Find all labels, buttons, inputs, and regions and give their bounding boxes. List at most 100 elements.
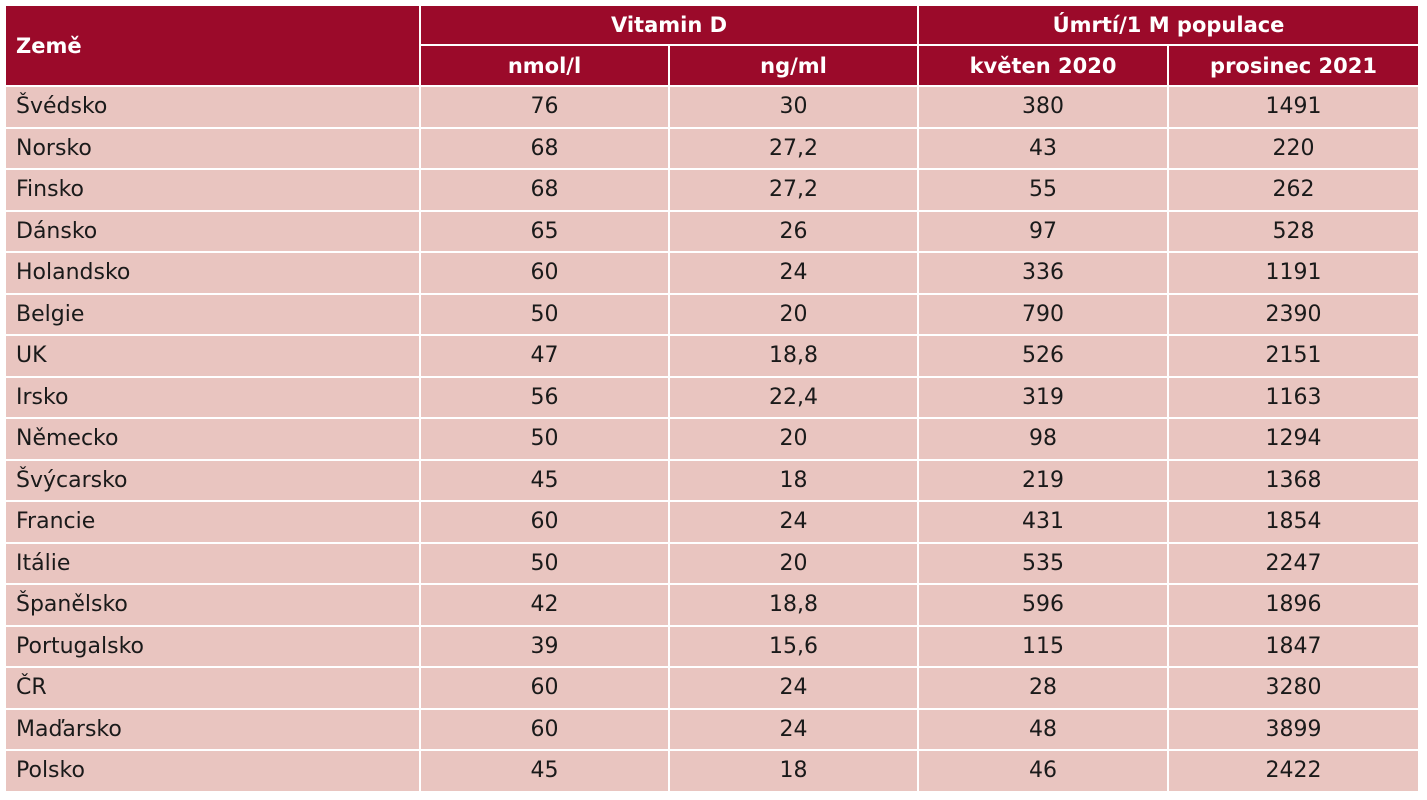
cell-ngml: 24: [667, 666, 920, 710]
cell-dec-2021: 3899: [1167, 707, 1419, 751]
cell-may-2020: 46: [917, 749, 1170, 791]
cell-may-2020: 98: [917, 417, 1170, 461]
cell-ngml: 18: [667, 749, 920, 791]
cell-ngml: 24: [667, 251, 920, 295]
table-row: Francie 60 24 431 1854: [6, 500, 1419, 544]
cell-may-2020: 97: [917, 209, 1170, 253]
cell-country: Holandsko: [6, 251, 421, 295]
cell-dec-2021: 1896: [1167, 583, 1419, 627]
cell-dec-2021: 1491: [1167, 85, 1419, 129]
cell-nmol: 68: [419, 168, 670, 212]
cell-nmol: 60: [419, 666, 670, 710]
cell-may-2020: 790: [917, 292, 1170, 336]
cell-dec-2021: 2151: [1167, 334, 1419, 378]
cell-dec-2021: 220: [1167, 126, 1419, 170]
cell-may-2020: 43: [917, 126, 1170, 170]
cell-nmol: 45: [419, 749, 670, 791]
cell-dec-2021: 1191: [1167, 251, 1419, 295]
table-row: Polsko 45 18 46 2422: [6, 749, 1419, 791]
table-row: ČR 60 24 28 3280: [6, 666, 1419, 710]
cell-nmol: 60: [419, 251, 670, 295]
cell-country: Belgie: [6, 292, 421, 336]
table-row: Španělsko 42 18,8 596 1896: [6, 583, 1419, 627]
cell-dec-2021: 1368: [1167, 458, 1419, 502]
cell-nmol: 47: [419, 334, 670, 378]
cell-may-2020: 526: [917, 334, 1170, 378]
cell-ngml: 18,8: [667, 583, 920, 627]
table-body: Švédsko 76 30 380 1491 Norsko 68 27,2 43 220 Finsk…: [6, 85, 1419, 791]
cell-nmol: 50: [419, 292, 670, 336]
cell-ngml: 20: [667, 292, 920, 336]
table-row: Maďarsko 60 24 48 3899: [6, 707, 1419, 751]
cell-nmol: 45: [419, 458, 670, 502]
header-dec-2021: prosinec 2021: [1167, 44, 1419, 87]
cell-nmol: 60: [419, 500, 670, 544]
cell-nmol: 50: [419, 417, 670, 461]
cell-ngml: 18: [667, 458, 920, 502]
cell-nmol: 42: [419, 583, 670, 627]
cell-dec-2021: 2247: [1167, 541, 1419, 585]
table-row: Finsko 68 27,2 55 262: [6, 168, 1419, 212]
cell-nmol: 65: [419, 209, 670, 253]
cell-dec-2021: 1294: [1167, 417, 1419, 461]
cell-may-2020: 380: [917, 85, 1170, 129]
table-header: Země Vitamin D Úmrtí/1 M populace nmol/l…: [6, 6, 1419, 87]
cell-nmol: 50: [419, 541, 670, 585]
vitamin-d-mortality-table: Země Vitamin D Úmrtí/1 M populace nmol/l…: [6, 6, 1419, 791]
cell-nmol: 60: [419, 707, 670, 751]
cell-dec-2021: 2422: [1167, 749, 1419, 791]
cell-ngml: 26: [667, 209, 920, 253]
cell-dec-2021: 1847: [1167, 624, 1419, 668]
cell-ngml: 20: [667, 417, 920, 461]
cell-ngml: 20: [667, 541, 920, 585]
header-may-2020: květen 2020: [917, 44, 1170, 87]
cell-ngml: 18,8: [667, 334, 920, 378]
cell-may-2020: 219: [917, 458, 1170, 502]
cell-country: Dánsko: [6, 209, 421, 253]
cell-country: Itálie: [6, 541, 421, 585]
cell-dec-2021: 262: [1167, 168, 1419, 212]
header-deaths-per-million: Úmrtí/1 M populace: [917, 6, 1419, 46]
cell-country: Irsko: [6, 375, 421, 419]
cell-may-2020: 319: [917, 375, 1170, 419]
cell-may-2020: 336: [917, 251, 1170, 295]
header-country: Země: [6, 6, 421, 87]
table-row: UK 47 18,8 526 2151: [6, 334, 1419, 378]
cell-nmol: 56: [419, 375, 670, 419]
table-row: Holandsko 60 24 336 1191: [6, 251, 1419, 295]
header-vitamin-d: Vitamin D: [418, 6, 920, 46]
cell-country: Španělsko: [6, 583, 421, 627]
cell-may-2020: 55: [917, 168, 1170, 212]
cell-dec-2021: 3280: [1167, 666, 1419, 710]
cell-dec-2021: 2390: [1167, 292, 1419, 336]
table-row: Norsko 68 27,2 43 220: [6, 126, 1419, 170]
table-row: Dánsko 65 26 97 528: [6, 209, 1419, 253]
cell-ngml: 27,2: [667, 126, 920, 170]
cell-ngml: 24: [667, 500, 920, 544]
table-row: Německo 50 20 98 1294: [6, 417, 1419, 461]
cell-country: Finsko: [6, 168, 421, 212]
cell-ngml: 30: [667, 85, 920, 129]
cell-country: Maďarsko: [6, 707, 421, 751]
table-row: Portugalsko 39 15,6 115 1847: [6, 624, 1419, 668]
cell-country: Portugalsko: [6, 624, 421, 668]
cell-country: Francie: [6, 500, 421, 544]
table-row: Itálie 50 20 535 2247: [6, 541, 1419, 585]
table-row: Belgie 50 20 790 2390: [6, 292, 1419, 336]
cell-country: Švýcarsko: [6, 458, 421, 502]
cell-nmol: 68: [419, 126, 670, 170]
table-row: Švédsko 76 30 380 1491: [6, 85, 1419, 129]
cell-country: Polsko: [6, 749, 421, 791]
header-nmol: nmol/l: [420, 44, 670, 87]
cell-country: UK: [6, 334, 421, 378]
cell-dec-2021: 1163: [1167, 375, 1419, 419]
cell-may-2020: 28: [917, 666, 1170, 710]
cell-may-2020: 535: [917, 541, 1170, 585]
cell-dec-2021: 1854: [1167, 500, 1419, 544]
cell-country: Švédsko: [6, 85, 421, 129]
header-ngml: ng/ml: [667, 44, 920, 87]
table-row: Švýcarsko 45 18 219 1368: [6, 458, 1419, 502]
cell-ngml: 27,2: [667, 168, 920, 212]
cell-may-2020: 48: [917, 707, 1170, 751]
cell-ngml: 22,4: [667, 375, 920, 419]
